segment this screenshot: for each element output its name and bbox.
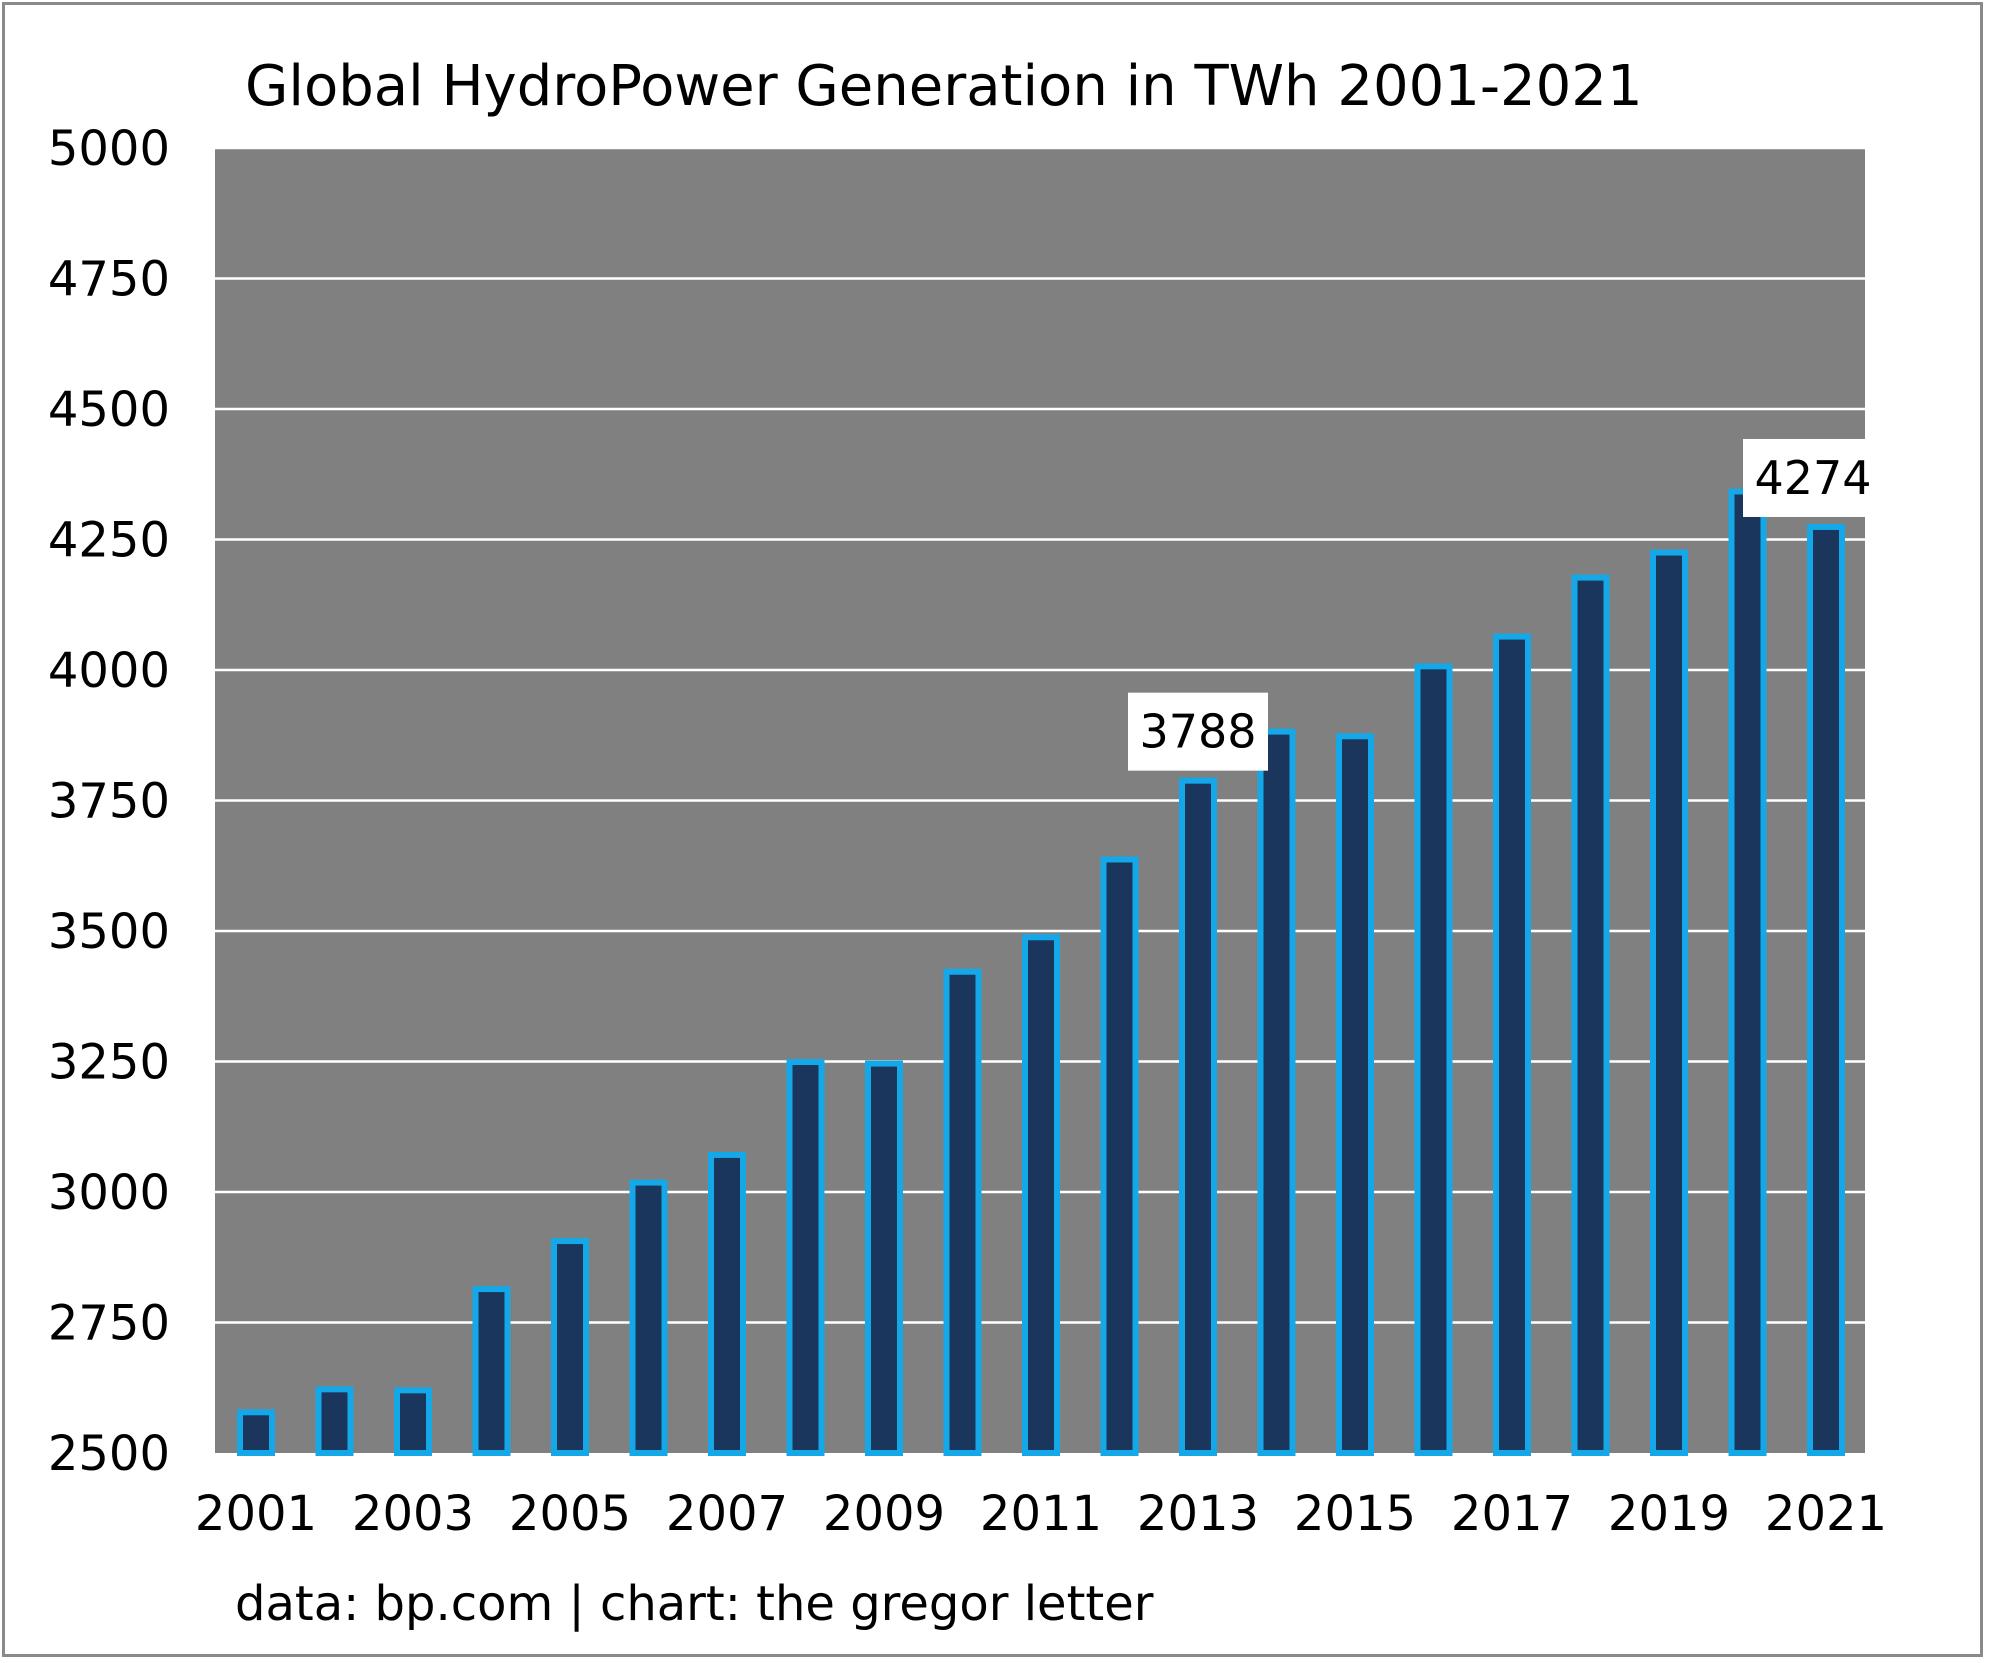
- x-tick-label-2001: 2001: [195, 1486, 317, 1542]
- y-tick-label-2750: 2750: [48, 1296, 170, 1352]
- x-tick-label-2003: 2003: [352, 1486, 474, 1542]
- bar-2002: [315, 1386, 354, 1457]
- bars: [237, 488, 1845, 1457]
- y-tick-label-3750: 3750: [48, 774, 170, 830]
- data-label-text-2021: 4274: [1754, 451, 1871, 505]
- x-axis-tick-labels: 2001 2003 2005 2007 2009 2011 2013 2015 2017 2019…: [195, 1486, 1887, 1542]
- y-tick-label-4750: 4750: [48, 252, 170, 308]
- source-note: data: bp.com | chart: the gregor letter: [235, 1576, 1154, 1632]
- bar-2011: [1022, 934, 1060, 1456]
- bar-2013: [1179, 777, 1217, 1456]
- bar-2021: [1807, 523, 1845, 1456]
- y-tick-label-3250: 3250: [48, 1035, 170, 1091]
- x-tick-label-2015: 2015: [1294, 1486, 1416, 1542]
- data-label-box-2013: [1128, 692, 1268, 771]
- x-tick-label-2021: 2021: [1765, 1486, 1887, 1542]
- bar-2005: [551, 1238, 589, 1456]
- y-tick-label-5000: 5000: [48, 121, 170, 177]
- bar-2008: [786, 1059, 825, 1456]
- y-tick-label-2500: 2500: [48, 1426, 170, 1482]
- x-tick-label-2007: 2007: [666, 1486, 788, 1542]
- chart-title: Global HydroPower Generation in TWh 2001…: [245, 54, 1643, 119]
- x-tick-label-2017: 2017: [1451, 1486, 1573, 1542]
- bar-2020: [1728, 488, 1767, 1456]
- x-tick-label-2011: 2011: [980, 1486, 1102, 1542]
- bar-2001: [237, 1409, 275, 1457]
- bar-2004: [472, 1286, 511, 1457]
- bar-2015: [1336, 733, 1374, 1456]
- x-tick-label-2019: 2019: [1608, 1486, 1730, 1542]
- x-tick-label-2009: 2009: [823, 1486, 945, 1542]
- bar-2003: [394, 1387, 432, 1456]
- data-labels: 3788 4274: [1128, 438, 1883, 771]
- data-label-2013: 3788: [1128, 692, 1268, 771]
- x-tick-label-2005: 2005: [509, 1486, 631, 1542]
- bar-2018: [1571, 574, 1610, 1456]
- bar-2017: [1493, 633, 1531, 1456]
- y-tick-label-3000: 3000: [48, 1165, 170, 1221]
- data-label-text-2013: 3788: [1139, 705, 1256, 759]
- x-tick-label-2013: 2013: [1137, 1486, 1259, 1542]
- y-tick-label-4000: 4000: [48, 643, 170, 699]
- y-axis-tick-labels: 2500 2750 3000 3250 3500 3750 4000 4250 4500 4750…: [48, 121, 170, 1482]
- bar-2009: [865, 1060, 903, 1456]
- bar-2016: [1414, 663, 1453, 1456]
- y-tick-label-4500: 4500: [48, 382, 170, 438]
- bar-2006: [629, 1179, 668, 1456]
- bar-2010: [943, 968, 982, 1456]
- bar-2012: [1100, 856, 1139, 1456]
- data-label-2021: 4274: [1743, 438, 1883, 517]
- bar-2007: [708, 1151, 746, 1456]
- bar-2019: [1650, 549, 1688, 1456]
- data-label-box-2021: [1743, 438, 1883, 517]
- bar-2014: [1257, 728, 1296, 1456]
- y-tick-label-4250: 4250: [48, 513, 170, 569]
- y-tick-label-3500: 3500: [48, 904, 170, 960]
